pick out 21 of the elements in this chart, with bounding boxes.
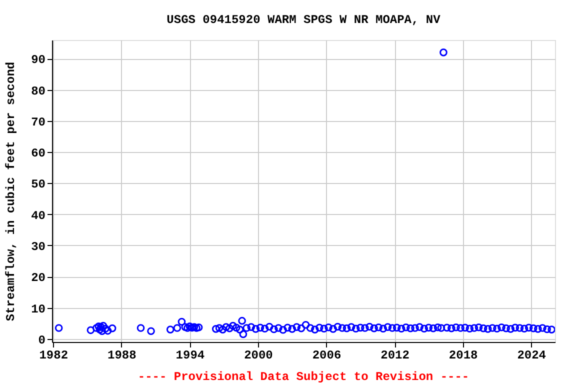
y-tick-label: 10 (31, 302, 46, 316)
text: ---- Provisional Data Subject to Revision ---- (138, 370, 470, 384)
chart-title: USGS 09415920 WARM SPGS W NR MOAPA, NV (166, 13, 442, 27)
x-tick-label: 1982 (39, 348, 68, 362)
y-tick-label: 0 (38, 333, 46, 348)
y-tick-label: 70 (31, 115, 46, 130)
y-tick-label: 60 (31, 146, 46, 161)
y-tick-label: 90 (31, 53, 46, 68)
x-tick-label: 1994 (176, 348, 205, 362)
x-tick-label: 2018 (448, 348, 478, 362)
x-tick-label: 2012 (380, 348, 410, 362)
y-tick-label: 50 (31, 178, 46, 192)
x-tick-label: 2000 (244, 348, 273, 362)
x-tick-label: 2024 (517, 348, 546, 362)
y-tick-label: 40 (31, 208, 46, 223)
y-tick-label: 20 (31, 271, 46, 286)
x-tick-label: 1988 (108, 348, 136, 362)
y-tick-label: 30 (31, 240, 46, 254)
y-axis-title: Streamflow, in cubic feet per second (4, 62, 18, 322)
y-tick-label: 80 (31, 84, 46, 98)
x-tick-label: 2006 (312, 348, 342, 362)
